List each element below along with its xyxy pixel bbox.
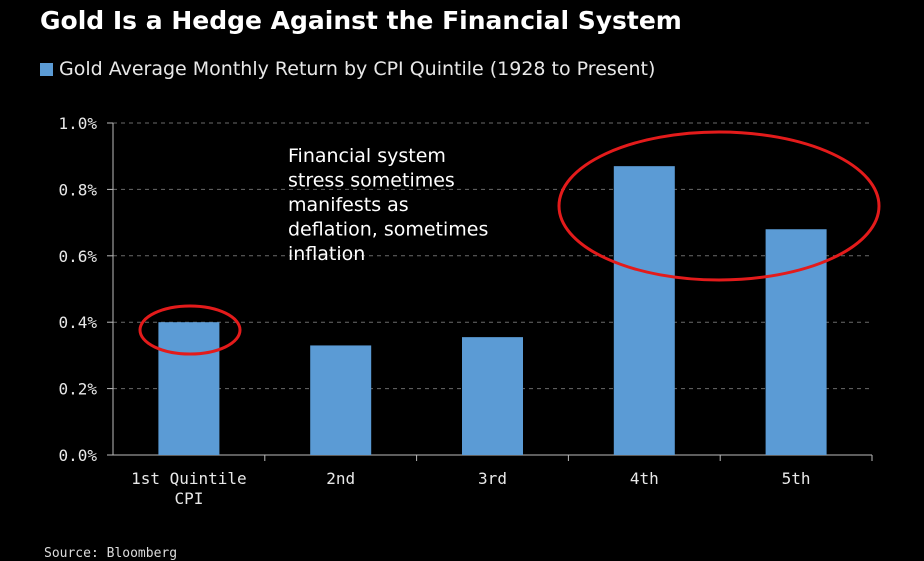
y-tick-label: 0.0% [58, 446, 97, 465]
bar [462, 337, 523, 455]
x-tick-label: 3rd [478, 469, 507, 488]
source-note: Source: Bloomberg [44, 546, 178, 561]
annotation-line: stress sometimes [288, 170, 455, 192]
annotation-line: inflation [288, 243, 365, 265]
x-tick-label: CPI [174, 489, 203, 508]
x-tick-label: 1st Quintile [131, 469, 247, 488]
annotation-line: manifests as [288, 194, 409, 216]
highlight-ellipse-4th-5th [557, 130, 881, 282]
y-tick-label: 0.4% [58, 313, 97, 332]
y-tick-label: 0.2% [58, 380, 97, 399]
x-tick-label: 2nd [326, 469, 355, 488]
legend-swatch [40, 62, 53, 76]
legend: Gold Average Monthly Return by CPI Quint… [40, 58, 655, 80]
highlight-ellipse-1st [138, 304, 242, 356]
y-tick-label: 0.6% [58, 247, 97, 266]
bar [158, 322, 220, 455]
x-tick-label: 4th [630, 469, 659, 488]
annotation-line: deflation, sometimes [288, 219, 488, 241]
chart-title: Gold Is a Hedge Against the Financial Sy… [40, 6, 682, 35]
y-tick-label: 1.0% [58, 114, 97, 133]
legend-label: Gold Average Monthly Return by CPI Quint… [59, 58, 656, 80]
bar [613, 166, 675, 455]
annotation-line: Financial system [288, 145, 446, 167]
y-tick-label: 0.8% [58, 180, 97, 199]
bar [310, 345, 372, 455]
bar [765, 229, 827, 455]
x-tick-label: 5th [782, 469, 811, 488]
